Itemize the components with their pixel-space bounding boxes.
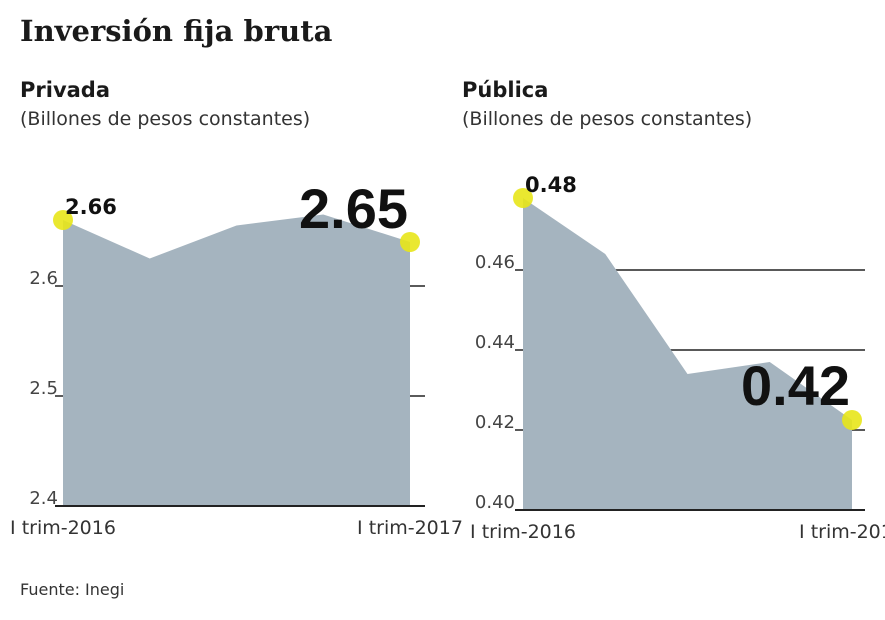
highlight-point bbox=[842, 410, 862, 430]
data-label-last: 2.65 bbox=[299, 177, 408, 240]
data-label-last: 0.42 bbox=[741, 354, 850, 417]
x-tick-label: I trim-2016 bbox=[470, 521, 576, 543]
left-panel-title: Privada bbox=[20, 78, 111, 102]
highlight-point bbox=[400, 232, 420, 252]
source-note: Fuente: Inegi bbox=[20, 580, 125, 599]
left-panel-subtitle: (Billones de pesos constantes) bbox=[20, 108, 311, 130]
y-tick-label: 2.5 bbox=[29, 378, 58, 399]
y-tick-label: 2.6 bbox=[29, 268, 58, 289]
right-panel-title: Pública bbox=[462, 78, 549, 102]
y-tick-label: 2.4 bbox=[29, 488, 58, 509]
area-series bbox=[523, 198, 852, 510]
y-tick-label: 0.40 bbox=[475, 492, 515, 513]
right-panel-subtitle: (Billones de pesos constantes) bbox=[462, 108, 753, 130]
x-tick-label: I trim-2016 bbox=[10, 517, 116, 539]
area-series bbox=[63, 214, 410, 506]
x-tick-label: I trim-2017 bbox=[799, 521, 885, 543]
highlight-point bbox=[53, 210, 73, 230]
panel-1: 0.40 0.42 0.44 0.46 I trim-2016 I trim-2017 0.… bbox=[470, 173, 885, 543]
x-tick-label: I trim-2017 bbox=[357, 517, 463, 539]
highlight-point bbox=[513, 188, 533, 208]
chart-title: Inversión fija bruta bbox=[20, 14, 333, 48]
data-label-first: 0.48 bbox=[525, 173, 577, 197]
panel-0: 2.4 2.5 2.6 I trim-2016 I trim-2017 2.66 2.65 bbox=[10, 177, 463, 539]
data-label-first: 2.66 bbox=[65, 195, 117, 219]
y-tick-label: 0.44 bbox=[475, 332, 515, 353]
y-tick-label: 0.42 bbox=[475, 412, 515, 433]
y-tick-label: 0.46 bbox=[475, 252, 515, 273]
